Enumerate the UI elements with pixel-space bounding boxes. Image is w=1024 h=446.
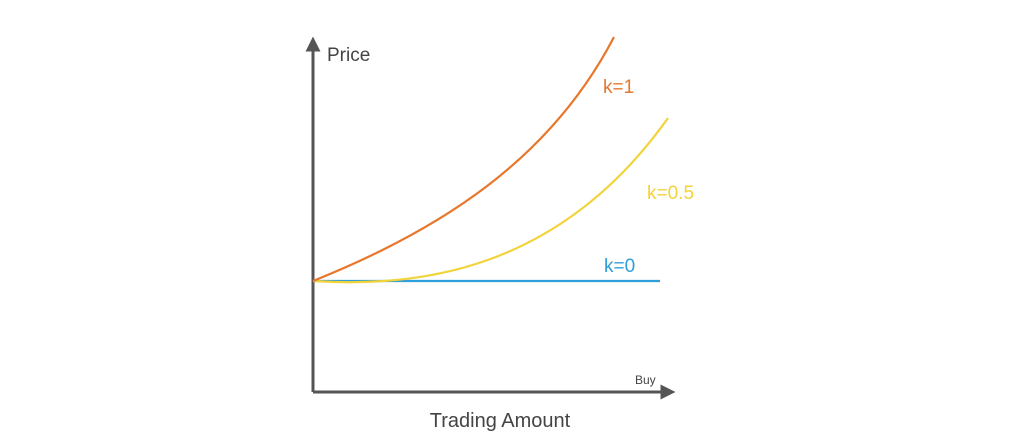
- label-k1: k=1: [603, 77, 634, 98]
- label-k0: k=0: [604, 256, 635, 277]
- x-axis-label: Trading Amount: [430, 410, 571, 432]
- curve-k05: [312, 117, 669, 284]
- label-k05: k=0.5: [647, 183, 694, 204]
- x-direction-label: Buy: [635, 373, 656, 387]
- curve-k1: [312, 36, 615, 283]
- y-axis-label: Price: [327, 45, 370, 66]
